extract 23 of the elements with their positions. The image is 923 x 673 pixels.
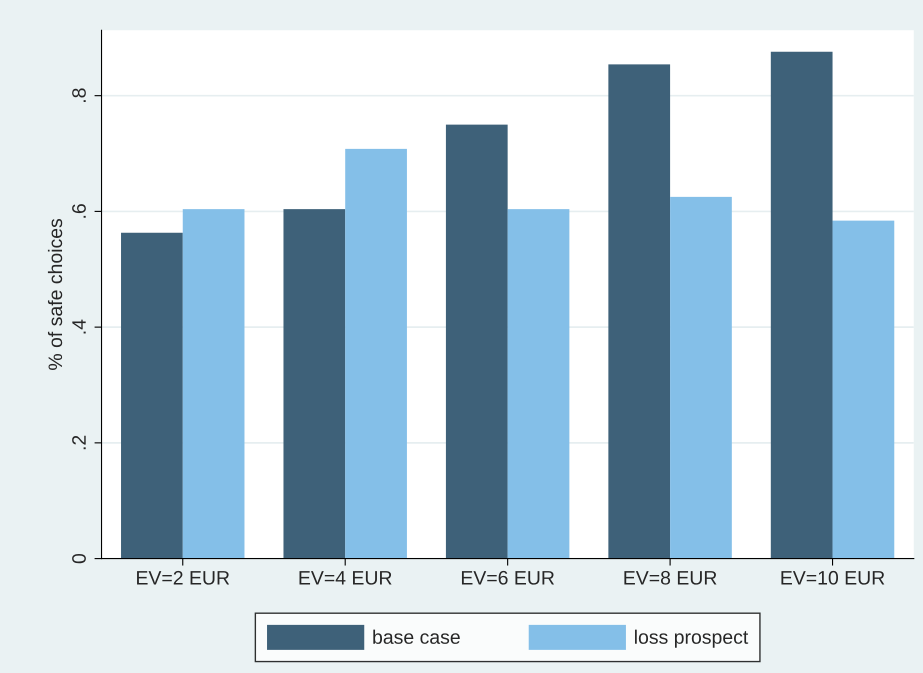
legend-label: loss prospect [635,630,748,648]
x-tick-label: EV=4 EUR [300,571,392,585]
y-axis-title: % of safe choices [48,218,62,370]
bar [283,209,346,559]
y-tick-label: .4 [72,320,86,334]
bar [345,148,407,559]
x-tick-label: EV=8 EUR [624,570,716,585]
y-tick-label: .2 [72,436,86,450]
bar [446,124,508,559]
x-tick-label: EV=6 EUR [462,570,554,585]
y-tick-label: .8 [72,88,86,102]
bar [832,220,894,559]
x-tick-label: EV=2 EUR [137,570,230,585]
bar [182,209,244,559]
y-tick-label: .6 [72,204,86,218]
bar [770,52,833,559]
legend-label: base case [373,630,460,644]
x-tick-label: EV=10 EUR [781,570,884,585]
y-tick-label: 0 [72,554,86,564]
bar [121,232,183,559]
bar [508,209,570,559]
bar [608,64,670,559]
bar [670,196,732,559]
